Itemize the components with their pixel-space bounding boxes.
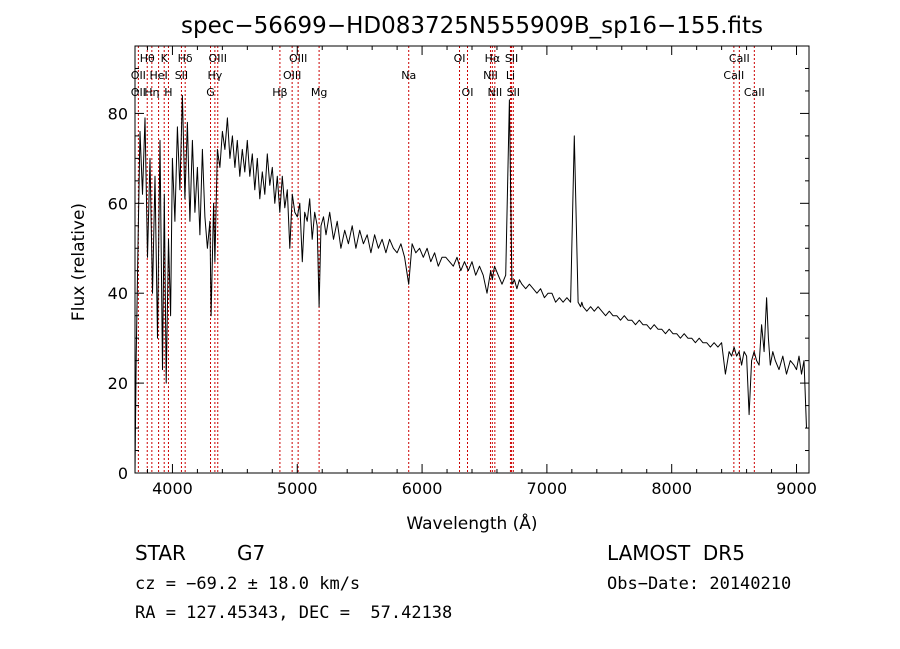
- line-marker-label: OII: [131, 69, 146, 82]
- x-tick-label: 7000: [527, 479, 568, 498]
- line-marker-label: Hα: [485, 52, 501, 65]
- line-marker-label: CaII: [744, 86, 765, 99]
- survey-label: LAMOST DR5: [607, 541, 745, 565]
- line-marker-label: CaII: [729, 52, 750, 65]
- line-marker-label: Na: [401, 69, 416, 82]
- line-marker-label: NII: [487, 86, 502, 99]
- sky-coordinates: RA = 127.45343, DEC = 57.42138: [135, 603, 453, 623]
- spectrum-series: [134, 94, 807, 474]
- line-marker-label: G: [206, 86, 215, 99]
- line-marker-label: OI: [454, 52, 466, 65]
- line-marker-label: Mg: [311, 86, 327, 99]
- plot-frame: [134, 45, 810, 474]
- line-marker-label: Hη: [144, 86, 159, 99]
- line-marker-label: Li: [506, 69, 515, 82]
- line-marker-label: SII: [507, 86, 520, 99]
- line-marker-label: Hβ: [272, 86, 287, 99]
- line-marker-label: HeI: [149, 69, 167, 82]
- spectrum-line: [134, 94, 807, 474]
- y-tick-label: 20: [108, 374, 128, 393]
- line-marker-label: OIII: [283, 69, 301, 82]
- x-tick-label: 4000: [152, 479, 193, 498]
- line-marker-label: OI: [462, 86, 474, 99]
- line-marker-label: NII: [483, 69, 498, 82]
- redshift-cz: cz = −69.2 ± 18.0 km/s: [135, 574, 361, 594]
- x-tick-label: 6000: [402, 479, 443, 498]
- axis-ticks: 4000 5000 6000 7000 8000 9000 0 20 40 60 80: [108, 45, 817, 498]
- spectral-subclass: G7: [237, 541, 266, 565]
- line-marker-label: OII: [131, 86, 146, 99]
- object-class: STAR: [135, 541, 186, 565]
- x-tick-label: 5000: [277, 479, 318, 498]
- y-tick-label: 0: [118, 464, 128, 483]
- line-marker-label: Hθ: [140, 52, 155, 65]
- x-axis-label: Wavelength (Å): [406, 512, 537, 534]
- line-marker-label: SII: [505, 52, 518, 65]
- y-axis-label: Flux (relative): [69, 203, 89, 321]
- x-tick-label: 9000: [776, 479, 817, 498]
- line-marker-label: K: [161, 52, 169, 65]
- line-marker-label: CaII: [723, 69, 744, 82]
- line-marker-label: Hδ: [178, 52, 193, 65]
- y-tick-label: 60: [108, 194, 128, 213]
- line-marker-label: OIII: [209, 52, 227, 65]
- line-marker-label: H: [164, 86, 172, 99]
- line-marker-label: Hγ: [207, 69, 222, 82]
- line-marker-label: SII: [175, 69, 188, 82]
- line-labels: Hθ K Hδ OIII OIII OI Hα SII CaII OII HeI SII Hγ OIII N…: [131, 52, 765, 99]
- y-tick-label: 40: [108, 284, 128, 303]
- line-markers: [137, 46, 755, 473]
- x-tick-label: 8000: [651, 479, 692, 498]
- y-tick-label: 80: [108, 104, 128, 123]
- observation-date: Obs−Date: 20140210: [607, 574, 792, 594]
- line-marker-label: OIII: [289, 52, 307, 65]
- chart-title: spec−56699−HD083725N555909B_sp16−155.fit…: [181, 13, 763, 39]
